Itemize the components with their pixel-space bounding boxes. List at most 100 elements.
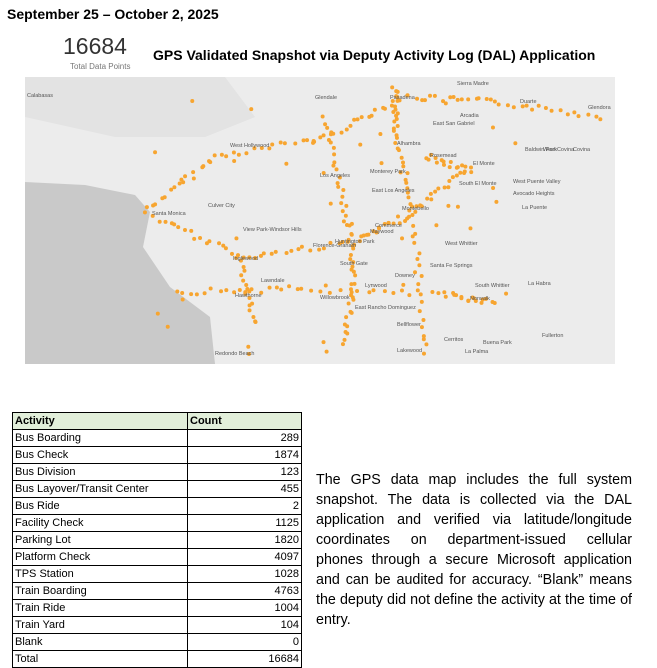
dot [433, 189, 438, 194]
dot [224, 288, 229, 293]
dot [325, 125, 330, 130]
dot [426, 157, 431, 162]
dot [421, 318, 426, 323]
dot [293, 141, 298, 146]
dot [284, 251, 289, 256]
map-label: Cerritos [444, 337, 464, 343]
map-label: Lawndale [261, 278, 285, 284]
map-label: Huntington Park [335, 239, 375, 245]
dot [341, 219, 346, 224]
map-label: West Puente Valley [513, 179, 561, 185]
map-label: Lakewood [397, 348, 422, 354]
map-label: Florence-Graham [313, 243, 357, 249]
dot [391, 291, 396, 296]
dot [348, 287, 353, 292]
dot [586, 112, 591, 117]
dot [369, 113, 374, 118]
dot [459, 296, 464, 301]
dot [343, 213, 348, 218]
dot [334, 167, 339, 172]
map-label: Pasadena [390, 95, 416, 101]
dot [251, 315, 256, 320]
dot [421, 337, 426, 342]
map-label: South Whittier [475, 283, 510, 289]
dot [350, 264, 355, 269]
dot [413, 231, 418, 236]
map-label: Lynwood [365, 283, 387, 289]
dot [305, 138, 310, 143]
table-row: Facility Check 1125 [12, 514, 302, 532]
dot [483, 296, 488, 301]
dot [410, 212, 415, 217]
dot [244, 151, 249, 156]
title: GPS Validated Snapshot via Deputy Activi… [153, 47, 596, 63]
dot [295, 287, 300, 292]
dot [258, 253, 263, 258]
dot [419, 273, 424, 278]
dot [494, 199, 499, 204]
dot [191, 170, 196, 175]
dot [180, 297, 185, 302]
dot [169, 187, 174, 192]
dot [208, 286, 213, 291]
dot [284, 161, 289, 166]
map-label: La Palma [465, 349, 489, 355]
dot [454, 293, 459, 298]
dot [241, 278, 246, 283]
dot [397, 221, 402, 226]
dot [321, 246, 326, 251]
dot [401, 160, 406, 165]
dot [358, 142, 363, 147]
dot [513, 141, 518, 146]
dot [259, 290, 264, 295]
dot [340, 239, 345, 244]
dot [201, 164, 206, 169]
dot [349, 232, 354, 237]
dot [176, 225, 181, 230]
dot [524, 103, 529, 108]
column-header: Count [187, 412, 302, 430]
map-label: Bellflower [397, 322, 421, 328]
dot [412, 270, 417, 275]
dot [390, 85, 395, 90]
dot [342, 337, 347, 342]
dot [242, 268, 247, 273]
dot [473, 298, 478, 303]
dot [155, 311, 160, 316]
activity-cell: Train Boarding [12, 582, 188, 600]
count-cell: 1820 [187, 531, 302, 549]
dot [460, 163, 465, 168]
map-label: Culver City [208, 203, 235, 209]
dot [331, 145, 336, 150]
dot [410, 204, 415, 209]
dot [417, 309, 422, 314]
map-label: Avocado Heights [513, 191, 555, 197]
count-cell: 123 [187, 463, 302, 481]
dot [400, 236, 405, 241]
count-cell: 0 [187, 633, 302, 651]
dot [393, 141, 398, 146]
header-row: Activity Count [12, 412, 302, 430]
dot [189, 292, 194, 297]
dot [179, 177, 184, 182]
dot [345, 331, 350, 336]
dot [351, 260, 356, 265]
dot [443, 101, 448, 106]
dot [415, 257, 420, 262]
map-label: Buena Park [483, 340, 512, 346]
dot [530, 107, 535, 112]
map-label: Monterey Park [370, 169, 406, 175]
dot [466, 299, 471, 304]
dot [150, 213, 155, 218]
dot [543, 106, 548, 111]
dot [241, 255, 246, 260]
map-label: Santa Fe Springs [430, 263, 473, 269]
dot [340, 342, 345, 347]
dot [202, 291, 207, 296]
dot [415, 288, 420, 293]
dot [492, 300, 497, 305]
dot [351, 269, 356, 274]
dot [413, 209, 418, 214]
map-label: Los Angeles [320, 173, 350, 179]
